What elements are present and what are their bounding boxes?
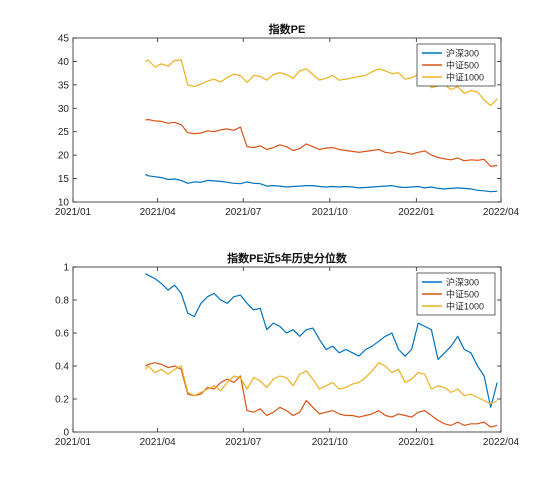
y-tick-label: 35	[58, 80, 70, 91]
legend-label: 中证1000	[446, 72, 484, 83]
y-tick-label: 45	[58, 34, 70, 45]
y-tick-label: 10	[58, 198, 70, 209]
legend-label: 沪深300	[446, 48, 479, 59]
series-line-2	[145, 118, 498, 167]
x-tick-label: 2021/07	[225, 437, 262, 448]
x-tick-label: 2021/07	[225, 207, 262, 218]
legend-label: 沪深300	[446, 277, 479, 288]
y-tick-label: 30	[58, 104, 70, 115]
x-tick-label: 2021/04	[140, 207, 177, 218]
y-tick-label: 15	[58, 174, 70, 185]
x-tick-label: 2021/01	[55, 207, 92, 218]
x-tick-label: 2022/01	[398, 207, 435, 218]
y-tick-label: 0.8	[55, 296, 69, 307]
legend-label: 中证1000	[446, 301, 484, 312]
x-tick-label: 2022/04	[483, 437, 520, 448]
y-tick-label: 0.2	[55, 395, 69, 406]
y-tick-label: 0.4	[55, 362, 69, 373]
chart-panel-1: 指数PE 10 15 20 25 30 35 40 45 2021/01 2021/04 2021/0…	[55, 22, 520, 218]
x-tick-label: 2022/04	[483, 207, 520, 218]
y-tick-label: 0.6	[55, 329, 69, 340]
legend-label: 中证500	[446, 60, 479, 71]
y-tick-label: 25	[58, 127, 70, 138]
series-line-3	[144, 362, 498, 405]
chart-title: 指数PE近5年历史分位数	[227, 251, 348, 265]
x-tick-label: 2021/10	[312, 207, 349, 218]
legend-label: 中证500	[446, 289, 479, 300]
x-tick-label: 2022/01	[398, 437, 435, 448]
chart-panel-2: 指数PE近5年历史分位数 0 0.2 0.4 0.6 0.8 1 2021/01 2021/04…	[55, 251, 520, 448]
x-tick-label: 2021/10	[312, 437, 349, 448]
y-tick-label: 20	[58, 151, 70, 162]
series-line-2	[145, 362, 498, 428]
chart-title: 指数PE	[269, 22, 306, 36]
x-tick-label: 2021/01	[55, 437, 92, 448]
y-tick-label: 0	[63, 428, 69, 439]
series-line-1	[145, 173, 498, 193]
y-tick-label: 40	[58, 57, 70, 68]
series-line-1	[145, 273, 498, 408]
y-tick-label: 1	[63, 263, 69, 274]
x-tick-label: 2021/04	[140, 437, 177, 448]
